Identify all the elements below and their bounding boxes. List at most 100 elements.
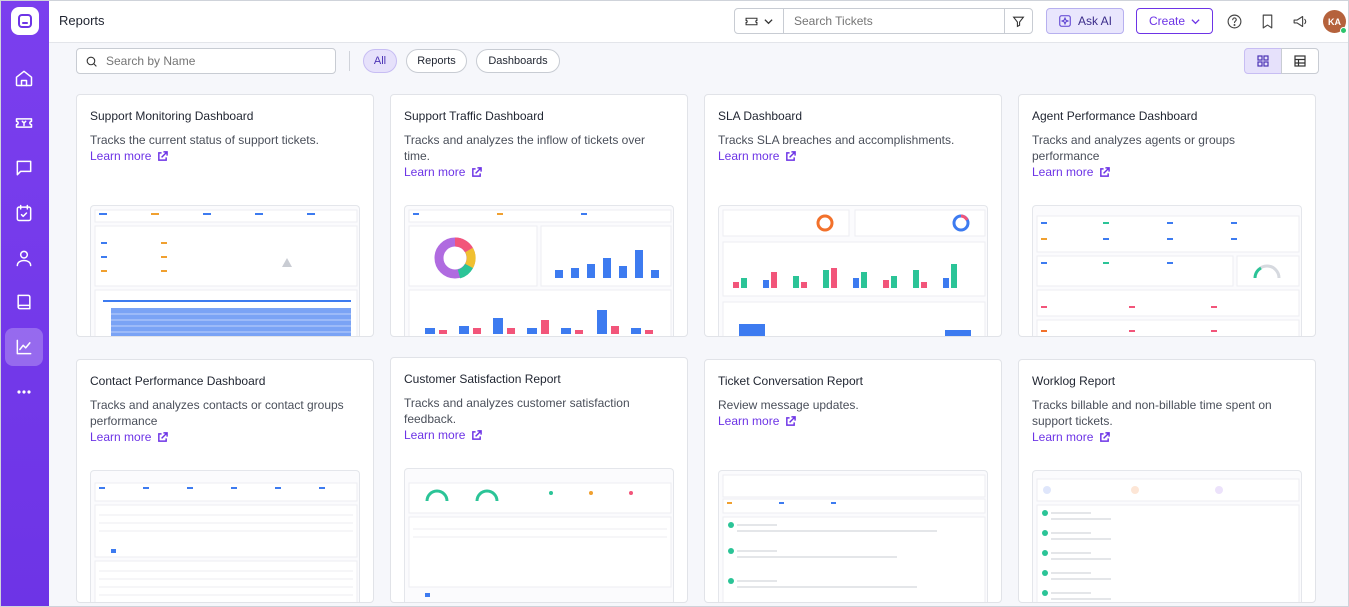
calendar-check-icon [16,204,32,222]
create-button[interactable]: Create [1136,8,1213,34]
search-type-dropdown[interactable] [735,9,784,33]
help-button[interactable] [1224,11,1244,31]
sidebar-item-more[interactable] [5,373,43,411]
create-label: Create [1148,14,1186,28]
card-title: Support Monitoring Dashboard [90,109,254,123]
card-title: Agent Performance Dashboard [1032,109,1198,123]
ticket-search-input[interactable] [784,9,1004,33]
home-icon [15,70,33,87]
user-avatar[interactable]: KA [1323,10,1347,34]
card-title: Contact Performance Dashboard [90,374,266,388]
search-by-name-input[interactable] [106,54,335,68]
chart-line-icon [16,339,32,355]
dashboard-preview [90,205,360,336]
learn-more-link[interactable]: Learn more [718,148,1001,164]
filter-chip-all[interactable]: All [363,49,397,73]
external-link-icon [158,431,169,442]
report-card[interactable]: Agent Performance Dashboard Tracks and a… [1018,94,1316,337]
learn-more-label: Learn more [1032,430,1094,444]
report-card[interactable]: Contact Performance Dashboard Tracks and… [76,359,374,603]
learn-more-label: Learn more [90,430,152,444]
report-card[interactable]: Support Traffic Dashboard Tracks and ana… [390,94,688,337]
learn-more-link[interactable]: Learn more [90,429,373,445]
card-title: SLA Dashboard [718,109,803,123]
online-status-dot [1340,27,1347,34]
table-view-toggle[interactable] [1281,48,1319,74]
card-description: Tracks and analyzes contacts or contact … [90,398,344,428]
chevron-down-icon [1191,18,1200,24]
report-preview [718,470,988,602]
learn-more-label: Learn more [404,428,466,442]
sidebar-item-home[interactable] [5,59,43,97]
card-title: Customer Satisfaction Report [404,372,561,386]
ticket-icon [15,118,33,128]
sidebar-item-conversations[interactable] [5,149,43,187]
sidebar-item-tasks[interactable] [5,194,43,232]
filter-icon [1012,16,1025,27]
learn-more-label: Learn more [718,414,780,428]
external-link-icon [472,429,483,440]
external-link-icon [472,166,483,177]
report-card[interactable]: Ticket Conversation Report Review messag… [704,359,1002,603]
report-card[interactable]: SLA Dashboard Tracks SLA breaches and ac… [704,94,1002,337]
book-icon [17,294,31,310]
external-link-icon [1100,431,1111,442]
filter-button[interactable] [1004,9,1032,33]
filter-chip-reports[interactable]: Reports [406,49,467,73]
bookmark-icon [1262,14,1272,28]
ai-sparkle-icon [1059,15,1071,27]
bookmark-button[interactable] [1257,11,1277,31]
card-description: Review message updates. [718,398,859,412]
card-description: Tracks and analyzes the inflow of ticket… [404,133,645,163]
page-title: Reports [59,13,105,28]
search-icon [86,56,97,67]
learn-more-link[interactable]: Learn more [718,413,1001,429]
ask-ai-label: Ask AI [1077,14,1112,28]
megaphone-icon [1293,15,1306,27]
sidebar-item-reports[interactable] [5,328,43,366]
divider [349,51,350,71]
sidebar-item-tickets[interactable] [5,104,43,142]
dashboard-preview [404,205,674,336]
external-link-icon [786,415,797,426]
chat-icon [16,160,32,176]
learn-more-label: Learn more [718,149,780,163]
logo-icon [18,14,32,28]
table-icon [1294,55,1306,67]
learn-more-label: Learn more [1032,165,1094,179]
learn-more-link[interactable]: Learn more [90,148,373,164]
card-description: Tracks the current status of support tic… [90,133,319,147]
dashboard-preview [718,205,988,336]
report-card[interactable]: Support Monitoring Dashboard Tracks the … [76,94,374,337]
top-header: Reports Ask AI Create [49,1,1348,43]
learn-more-link[interactable]: Learn more [1032,429,1315,445]
report-card[interactable]: Worklog Report Tracks billable and non-b… [1018,359,1316,603]
ticket-type-icon [745,17,758,25]
report-card[interactable]: Customer Satisfaction Report Tracks and … [390,357,688,603]
dashboard-preview [1032,205,1302,336]
announcements-button[interactable] [1290,11,1310,31]
user-icon [16,250,32,267]
learn-more-link[interactable]: Learn more [404,427,687,443]
learn-more-label: Learn more [90,149,152,163]
filter-chip-dashboards[interactable]: Dashboards [476,49,560,73]
sidebar-item-knowledge-base[interactable] [5,283,43,321]
external-link-icon [1100,166,1111,177]
grid-icon [1257,55,1269,67]
report-preview [1032,470,1302,602]
more-icon [17,390,31,394]
card-description: Tracks billable and non-billable time sp… [1032,398,1272,428]
ticket-search [734,8,1033,34]
sidebar-item-contacts[interactable] [5,239,43,277]
app-logo[interactable] [11,7,39,35]
avatar-initials: KA [1328,16,1341,27]
grid-view-toggle[interactable] [1244,48,1282,74]
learn-more-link[interactable]: Learn more [404,164,687,180]
chevron-down-icon [764,18,773,24]
ask-ai-button[interactable]: Ask AI [1046,8,1124,34]
card-title: Support Traffic Dashboard [404,109,544,123]
card-title: Worklog Report [1032,374,1116,388]
learn-more-link[interactable]: Learn more [1032,164,1315,180]
search-by-name [76,48,336,74]
